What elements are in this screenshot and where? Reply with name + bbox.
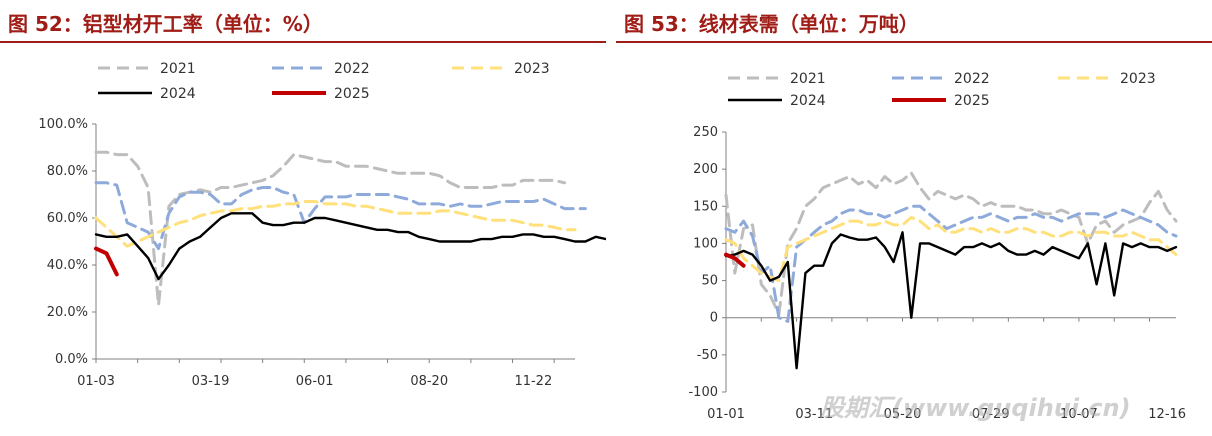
y-tick-label: -50 <box>697 348 718 363</box>
legend-label-2022: 2022 <box>954 71 990 87</box>
x-tick-label: 10-07 <box>1060 407 1098 422</box>
y-tick-label: 250 <box>693 125 718 140</box>
legend-item-2023: 2023 <box>1058 71 1156 87</box>
series-line-2024 <box>724 231 1178 370</box>
series-line-2023 <box>724 215 1178 283</box>
chart-panel-left: 图 52：铝型材开工率（单位：%） 2021 2022 2023 2024 2025 0.… <box>0 12 606 389</box>
y-tick-label: 200 <box>693 162 718 177</box>
legend-item-2021: 2021 <box>98 61 196 77</box>
legend-item-2021: 2021 <box>728 71 826 87</box>
series-line-2021 <box>724 171 1178 316</box>
x-tick-label: 12-16 <box>1148 407 1186 422</box>
x-tick-label: 01-03 <box>77 374 115 389</box>
title-rule-left <box>0 41 606 43</box>
legend-label-2021: 2021 <box>790 71 826 87</box>
y-tick-label: 80.0% <box>47 164 88 179</box>
x-tick-label: 03-11 <box>795 407 833 422</box>
legend-label-2024: 2024 <box>790 93 826 109</box>
y-tick-label: 0 <box>710 311 718 326</box>
x-tick-label: 03-19 <box>192 374 230 389</box>
series-line-2022 <box>724 204 1178 323</box>
x-tick-label: 05-20 <box>884 407 922 422</box>
x-tick-label: 01-01 <box>707 407 745 422</box>
y-tick-label: 20.0% <box>47 305 88 320</box>
series-line-2024 <box>94 212 606 281</box>
y-tick-label: -100 <box>688 385 718 400</box>
y-tick-label: 100.0% <box>38 117 88 132</box>
y-tick-label: 50 <box>701 274 718 289</box>
chart-title-right: 图 53：线材表需（单位：万吨） <box>624 12 919 36</box>
legend-item-2024: 2024 <box>98 86 196 102</box>
series-line-2025 <box>724 252 746 268</box>
chart-title-left: 图 52：铝型材开工率（单位：%） <box>8 12 323 36</box>
series-line-2021 <box>94 150 567 307</box>
x-tick-label: 11-22 <box>514 374 552 389</box>
chart-panel-right: 图 53：线材表需（单位：万吨） 2021 2022 2023 2024 2025 -10… <box>616 0 1212 436</box>
series-line-2023 <box>94 200 577 248</box>
legend-label-2023: 2023 <box>514 61 550 77</box>
y-tick-label: 0.0% <box>55 352 88 367</box>
y-tick-label: 100 <box>693 236 718 251</box>
legend-item-2022: 2022 <box>892 71 990 87</box>
y-tick-label: 60.0% <box>47 211 88 226</box>
legend-item-2023: 2023 <box>452 61 550 77</box>
title-rule-right <box>616 41 1212 43</box>
aluminum-profile-utilization-chart: 2021 2022 2023 2024 2025 0.0% 20.0% 40.0% 60.0% 8… <box>38 61 606 389</box>
wire-rod-apparent-demand-chart: 2021 2022 2023 2024 2025 -100 -50 0 50 100 150 200 2… <box>688 71 1186 422</box>
series-line-2022 <box>94 181 587 251</box>
legend-label-2021: 2021 <box>160 61 196 77</box>
y-tick-label: 150 <box>693 199 718 214</box>
legend-item-2025: 2025 <box>892 93 990 109</box>
legend-label-2025: 2025 <box>954 93 990 109</box>
legend-label-2025: 2025 <box>334 86 370 102</box>
x-tick-label: 06-01 <box>296 374 334 389</box>
legend-label-2024: 2024 <box>160 86 196 102</box>
series-line-2025 <box>94 246 119 277</box>
legend-label-2022: 2022 <box>334 61 370 77</box>
legend-item-2024: 2024 <box>728 93 826 109</box>
legend-item-2025: 2025 <box>272 86 370 102</box>
x-tick-label: 07-29 <box>972 407 1010 422</box>
y-tick-label: 40.0% <box>47 258 88 273</box>
legend-item-2022: 2022 <box>272 61 370 77</box>
legend-label-2023: 2023 <box>1120 71 1156 87</box>
x-tick-label: 08-20 <box>410 374 448 389</box>
watermark: 股期汇(www.guqihui.cn) <box>820 394 1131 422</box>
